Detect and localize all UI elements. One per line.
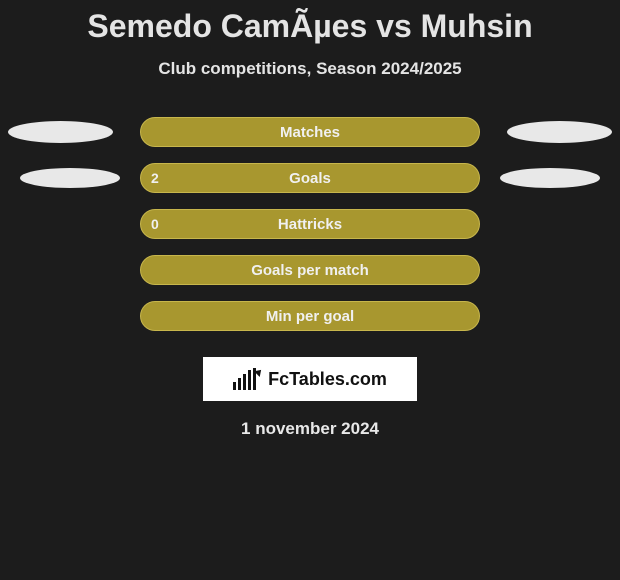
date-label: 1 november 2024 (0, 419, 620, 439)
stat-label: Goals per match (251, 262, 369, 279)
left-value: 0 (151, 216, 159, 232)
stat-label: Hattricks (278, 216, 342, 233)
stat-bar: Min per goal (140, 301, 480, 331)
stat-label: Goals (289, 170, 331, 187)
stat-bar: Goals per match (140, 255, 480, 285)
logo-inner: FcTables.com (233, 368, 387, 390)
stat-bar: 2 Goals (140, 163, 480, 193)
fctables-logo: FcTables.com (203, 357, 417, 401)
stat-label: Matches (280, 124, 340, 141)
left-ellipse-icon (20, 168, 120, 188)
stat-bar: 0 Hattricks (140, 209, 480, 239)
stat-label: Min per goal (266, 308, 354, 325)
page-title: Semedo CamÃµes vs Muhsin (0, 0, 620, 45)
left-value: 2 (151, 170, 159, 186)
chart-row-hattricks: 0 Hattricks (0, 201, 620, 247)
chart-row-min-per-goal: Min per goal (0, 293, 620, 339)
chart-row-matches: Matches (0, 109, 620, 155)
left-ellipse-icon (8, 121, 113, 143)
comparison-chart: Matches 2 Goals 0 Hattricks Goals per ma… (0, 109, 620, 339)
chart-row-goals: 2 Goals (0, 155, 620, 201)
right-ellipse-icon (500, 168, 600, 188)
chart-row-goals-per-match: Goals per match (0, 247, 620, 293)
logo-bars-icon (233, 368, 256, 390)
stat-bar: Matches (140, 117, 480, 147)
right-ellipse-icon (507, 121, 612, 143)
logo-text: FcTables.com (268, 369, 387, 390)
subtitle: Club competitions, Season 2024/2025 (0, 59, 620, 79)
